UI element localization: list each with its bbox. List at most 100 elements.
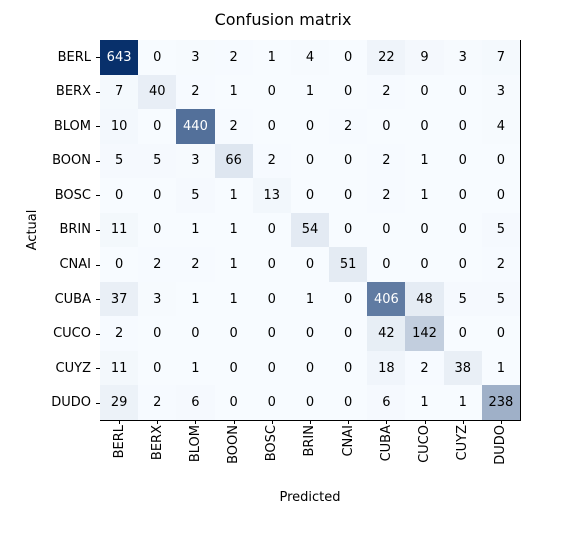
heatmap-cell: 0 — [329, 282, 367, 317]
heatmap-cell: 2 — [215, 40, 253, 75]
x-tick-label: BERX — [138, 425, 176, 485]
heatmap-cell: 54 — [291, 213, 329, 248]
x-tick-label: CUBA — [367, 425, 405, 485]
heatmap-cell: 7 — [482, 40, 520, 75]
heatmap-cell: 2 — [367, 144, 405, 179]
heatmap-cell: 1 — [405, 178, 443, 213]
x-tick-label: CUCO — [405, 425, 443, 485]
x-axis-labels: BERLBERXBLOMBOONBOSCBRINCNAICUBACUCOCUYZ… — [100, 425, 520, 485]
heatmap-cell: 38 — [444, 351, 482, 386]
x-tick-label: BOON — [215, 425, 253, 485]
heatmap-cell: 0 — [291, 316, 329, 351]
x-tick — [425, 420, 426, 424]
y-tick-label: BOON — [40, 144, 95, 179]
heatmap-cell: 0 — [329, 144, 367, 179]
heatmap-cell: 3 — [138, 282, 176, 317]
heatmap-cell: 0 — [405, 247, 443, 282]
heatmap-cell: 9 — [405, 40, 443, 75]
heatmap-cell: 5 — [482, 213, 520, 248]
y-tick — [96, 334, 100, 335]
heatmap-cell: 51 — [329, 247, 367, 282]
y-tick-label: DUDO — [40, 385, 95, 420]
x-tick-label: CNAI — [329, 425, 367, 485]
heatmap-cell: 0 — [291, 109, 329, 144]
heatmap-cell: 2 — [405, 351, 443, 386]
y-tick — [96, 230, 100, 231]
heatmap-cell: 3 — [176, 40, 214, 75]
heatmap-cell: 0 — [253, 213, 291, 248]
heatmap-cell: 1 — [215, 75, 253, 110]
heatmap-cell: 0 — [253, 351, 291, 386]
heatmap-cell: 0 — [444, 247, 482, 282]
y-axis-labels: BERLBERXBLOMBOONBOSCBRINCNAICUBACUCOCUYZ… — [40, 40, 95, 420]
heatmap-cell: 0 — [215, 351, 253, 386]
heatmap-cell: 0 — [253, 282, 291, 317]
heatmap-cell: 5 — [444, 282, 482, 317]
y-tick — [96, 92, 100, 93]
heatmap-cell: 142 — [405, 316, 443, 351]
heatmap-cell: 2 — [367, 178, 405, 213]
x-tick — [234, 420, 235, 424]
heatmap-cell: 0 — [176, 316, 214, 351]
y-tick-label: CNAI — [40, 247, 95, 282]
heatmap-grid: 6430321402293774021010200310044020020004… — [100, 40, 521, 421]
heatmap-cell: 0 — [405, 109, 443, 144]
heatmap-cell: 0 — [138, 213, 176, 248]
x-tick — [310, 420, 311, 424]
heatmap-cell: 0 — [329, 385, 367, 420]
y-tick-label: BRIN — [40, 213, 95, 248]
heatmap-cell: 42 — [367, 316, 405, 351]
heatmap-cell: 3 — [444, 40, 482, 75]
heatmap-cell: 0 — [291, 351, 329, 386]
heatmap-cell: 2 — [176, 247, 214, 282]
x-tick — [272, 420, 273, 424]
heatmap-cell: 1 — [215, 178, 253, 213]
y-tick — [96, 299, 100, 300]
heatmap-cell: 11 — [100, 213, 138, 248]
heatmap-cell: 2 — [176, 75, 214, 110]
heatmap-cell: 0 — [367, 213, 405, 248]
y-tick — [96, 126, 100, 127]
heatmap-cell: 440 — [176, 109, 214, 144]
y-axis-title: Actual — [25, 210, 40, 251]
y-tick-label: BERL — [40, 40, 95, 75]
heatmap-cell: 6 — [367, 385, 405, 420]
heatmap-cell: 0 — [291, 144, 329, 179]
heatmap-cell: 238 — [482, 385, 520, 420]
heatmap-cell: 0 — [215, 316, 253, 351]
heatmap-cell: 2 — [482, 247, 520, 282]
x-tick-label: BRIN — [291, 425, 329, 485]
y-tick — [96, 368, 100, 369]
heatmap-cell: 0 — [444, 213, 482, 248]
x-tick-label: BLOM — [176, 425, 214, 485]
heatmap-cell: 0 — [329, 40, 367, 75]
heatmap-cell: 0 — [405, 213, 443, 248]
heatmap-cell: 0 — [138, 109, 176, 144]
chart-title: Confusion matrix — [0, 10, 566, 29]
heatmap-cell: 1 — [444, 385, 482, 420]
heatmap-cell: 2 — [138, 247, 176, 282]
heatmap-cell: 2 — [329, 109, 367, 144]
y-tick-label: BLOM — [40, 109, 95, 144]
heatmap-cell: 0 — [291, 247, 329, 282]
heatmap-cell: 0 — [291, 178, 329, 213]
heatmap-cell: 1 — [215, 282, 253, 317]
heatmap-cell: 0 — [253, 316, 291, 351]
heatmap-cell: 1 — [291, 282, 329, 317]
heatmap-cell: 66 — [215, 144, 253, 179]
heatmap-cell: 37 — [100, 282, 138, 317]
y-tick-label: BERX — [40, 75, 95, 110]
heatmap-cell: 10 — [100, 109, 138, 144]
heatmap-cell: 0 — [444, 75, 482, 110]
heatmap-cell: 0 — [367, 109, 405, 144]
heatmap-cell: 2 — [367, 75, 405, 110]
heatmap-cell: 0 — [253, 75, 291, 110]
heatmap-cell: 0 — [482, 178, 520, 213]
heatmap-cell: 0 — [253, 109, 291, 144]
heatmap-cell: 48 — [405, 282, 443, 317]
heatmap-cell: 22 — [367, 40, 405, 75]
x-tick-label: BOSC — [253, 425, 291, 485]
heatmap-cell: 7 — [100, 75, 138, 110]
heatmap-cell: 1 — [176, 282, 214, 317]
heatmap-cell: 0 — [329, 213, 367, 248]
